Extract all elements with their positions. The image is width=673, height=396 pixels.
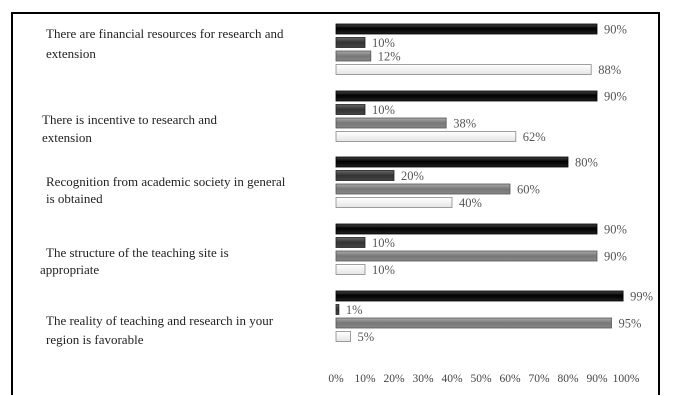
data-label: 38% bbox=[453, 117, 476, 131]
data-label: 90% bbox=[604, 250, 627, 264]
bar bbox=[335, 290, 624, 302]
data-label: 12% bbox=[378, 50, 401, 64]
data-label: 99% bbox=[630, 290, 653, 304]
x-tick-label: 90% bbox=[586, 373, 608, 385]
data-label: 90% bbox=[604, 90, 627, 104]
data-label: 10% bbox=[372, 236, 395, 250]
bar bbox=[335, 264, 366, 275]
bar bbox=[335, 117, 447, 129]
x-tick-label: 50% bbox=[470, 373, 492, 385]
category-labels: There are financial resources for resear… bbox=[40, 26, 286, 347]
data-label: 62% bbox=[523, 130, 546, 144]
value-labels: 90%10%12%88%90%10%38%62%80%20%60%40%90%1… bbox=[346, 23, 653, 345]
x-tick-label: 10% bbox=[354, 373, 376, 385]
data-label: 80% bbox=[575, 156, 598, 170]
data-label: 20% bbox=[401, 169, 424, 183]
bar bbox=[335, 223, 598, 235]
bars bbox=[335, 23, 624, 342]
bar bbox=[335, 304, 340, 315]
data-label: 40% bbox=[459, 196, 482, 210]
bar bbox=[335, 317, 612, 329]
data-label: 1% bbox=[346, 303, 363, 317]
bar bbox=[335, 23, 598, 35]
x-tick-label: 40% bbox=[441, 373, 463, 385]
data-label: 95% bbox=[619, 317, 642, 331]
bar bbox=[335, 104, 366, 115]
bar bbox=[335, 331, 351, 342]
category-label: The reality of teaching and research in … bbox=[46, 313, 274, 347]
x-tick-label: 100% bbox=[613, 373, 640, 385]
x-tick-label: 60% bbox=[499, 373, 521, 385]
data-label: 90% bbox=[604, 23, 627, 37]
bar bbox=[335, 37, 366, 48]
bar bbox=[335, 250, 598, 262]
x-axis-tick-labels: 0% 10% 20% 30% 40% 50% 60% 70% 80% 90% 100% bbox=[328, 373, 640, 385]
bar bbox=[335, 183, 511, 195]
x-tick-label: 30% bbox=[412, 373, 434, 385]
data-label: 60% bbox=[517, 183, 540, 197]
data-label: 10% bbox=[372, 36, 395, 50]
bar bbox=[335, 131, 517, 142]
data-label: 5% bbox=[358, 330, 375, 344]
bar bbox=[335, 64, 592, 75]
x-tick-label: 70% bbox=[528, 373, 550, 385]
x-tick-label: 20% bbox=[383, 373, 405, 385]
bar bbox=[335, 197, 453, 208]
x-tick-label: 0% bbox=[328, 373, 344, 385]
bar bbox=[335, 170, 395, 181]
data-label: 90% bbox=[604, 223, 627, 237]
bar bbox=[335, 50, 372, 62]
bar bbox=[335, 90, 598, 102]
category-label: Recognition from academic society in gen… bbox=[46, 174, 286, 206]
data-label: 10% bbox=[372, 263, 395, 277]
chart-frame bbox=[11, 12, 660, 395]
bar bbox=[335, 156, 569, 168]
category-label: There is incentive to research and extens… bbox=[42, 112, 218, 145]
category-label: There are financial resources for resear… bbox=[46, 26, 284, 61]
bar bbox=[335, 237, 366, 248]
x-tick-label: 80% bbox=[557, 373, 579, 385]
category-label: The structure of the teaching site is app… bbox=[40, 245, 229, 277]
data-label: 88% bbox=[598, 63, 621, 77]
data-label: 10% bbox=[372, 103, 395, 117]
